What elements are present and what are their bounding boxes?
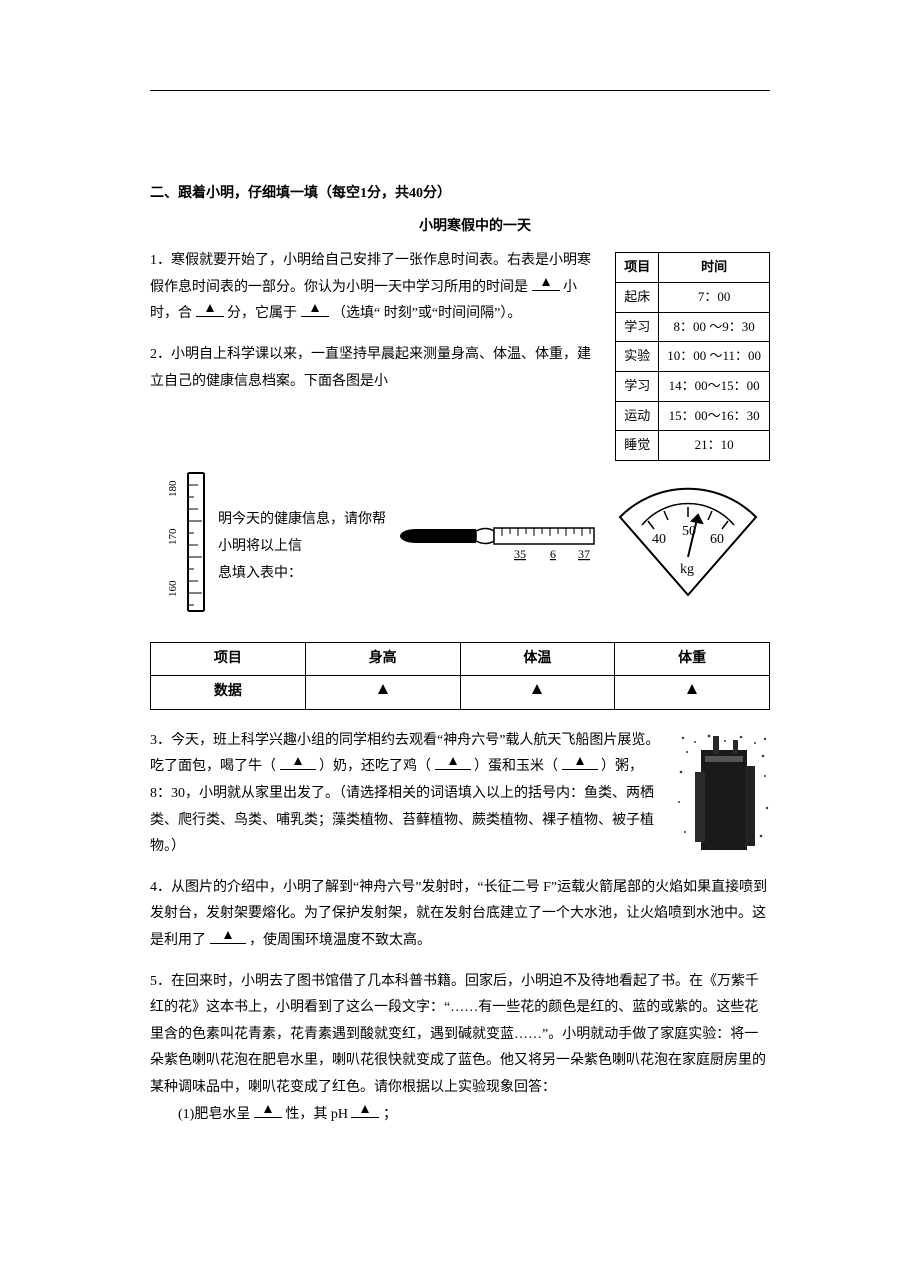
q1-text-c: 分，它属于: [227, 306, 297, 321]
thermometer-figure: 35 6 37: [398, 514, 598, 581]
sched-col-item: 项目: [616, 253, 659, 283]
section-heading: 二、跟着小明，仔细填一填（每空1分，共40分）: [150, 181, 770, 208]
sched-cell: 睡觉: [616, 431, 659, 461]
q2-line2b: 息填入表中：: [218, 566, 302, 581]
blank-q4[interactable]: [210, 929, 246, 944]
triangle-icon: [310, 303, 320, 313]
q1-text-a: 1．寒假就要开始了，小明给自己安排了一张作息时间表。右表是小明寒假作息时间表的一…: [150, 253, 591, 295]
q2-continuation: 明今天的健康信息，请你帮小明将以上信 息填入表中：: [218, 507, 388, 587]
sched-cell: 起床: [616, 282, 659, 312]
sched-cell: 运动: [616, 401, 659, 431]
top-rule: [150, 90, 770, 91]
blank-q3-egg[interactable]: [435, 755, 471, 770]
th-temp: 体温: [460, 642, 615, 676]
q2-line1: 2．小明自上科学课以来，一直坚持早晨起来测量身高、体温、体重，建立自己的健康信息…: [150, 347, 591, 389]
sched-cell: 8：00 ～9：30: [659, 312, 770, 342]
height-ruler-figure: 180 170 160: [150, 467, 208, 628]
blank-height-cell[interactable]: [305, 676, 460, 710]
table-row: 睡觉21：10: [616, 431, 770, 461]
question-2-intro: 2．小明自上科学课以来，一直坚持早晨起来测量身高、体温、体重，建立自己的健康信息…: [150, 342, 603, 395]
sched-cell: 15：00～16：30: [659, 401, 770, 431]
table-row: 学习14：00～15：00: [616, 371, 770, 401]
blank-q3-corn[interactable]: [562, 755, 598, 770]
blank-q3-milk[interactable]: [280, 755, 316, 770]
table-row: 项目 身高 体温 体重: [151, 642, 770, 676]
q5-sub1-a: (1)肥皂水呈: [178, 1107, 250, 1122]
thermo-label-37: 37: [578, 547, 590, 561]
triangle-icon: [360, 1104, 370, 1114]
table-row: 实验10：00 ～11：00: [616, 342, 770, 372]
scale-label-40: 40: [652, 532, 666, 547]
sched-cell: 10：00 ～11：00: [659, 342, 770, 372]
sched-cell: 14：00～15：00: [659, 371, 770, 401]
table-row: 起床7：00: [616, 282, 770, 312]
measurement-data-table: 项目 身高 体温 体重 数据: [150, 642, 770, 710]
row-header-data: 数据: [151, 676, 306, 710]
blank-temp-cell[interactable]: [460, 676, 615, 710]
q2-line2a: 明今天的健康信息，请你帮小明将以上信: [218, 512, 386, 554]
ruler-label-170: 170: [167, 528, 179, 545]
th-item: 项目: [151, 642, 306, 676]
blank-q1-type[interactable]: [301, 302, 329, 317]
question-5: 5．在回来时，小明去了图书馆借了几本科普书籍。回家后，小明迫不及待地看起了书。在…: [150, 969, 770, 1129]
ruler-label-180: 180: [167, 480, 179, 497]
q4-text-b: ，使周围环境温度不致太高。: [249, 933, 431, 948]
q3-text-b: ）奶，还吃了鸡（: [319, 759, 431, 774]
question-1: 1．寒假就要开始了，小明给自己安排了一张作息时间表。右表是小明寒假作息时间表的一…: [150, 248, 603, 328]
q5-text-a: 5．在回来时，小明去了图书馆借了几本科普书籍。回家后，小明迫不及待地看起了书。在…: [150, 974, 766, 1095]
scale-label-50: 50: [682, 524, 696, 539]
triangle-icon: [541, 277, 551, 287]
question-4: 4．从图片的介绍中，小明了解到“神舟六号”发射时，“长征二号 F”运载火箭尾部的…: [150, 875, 770, 955]
q3-text-c: ）蛋和玉米（: [474, 759, 558, 774]
blank-q1-min[interactable]: [196, 302, 224, 317]
section-subtitle: 小明寒假中的一天: [150, 214, 770, 241]
schedule-table: 项目 时间 起床7：00 学习8：00 ～9：30 实验10：00 ～11：00…: [615, 252, 770, 461]
triangle-icon: [263, 1104, 273, 1114]
triangle-icon: [205, 303, 215, 313]
triangle-icon: [223, 930, 233, 940]
blank-weight-cell[interactable]: [615, 676, 770, 710]
blank-q1-hours[interactable]: [532, 276, 560, 291]
q1-text-d: （选填“ 时刻”或“时间间隔”）。: [332, 306, 521, 321]
th-weight: 体重: [615, 642, 770, 676]
q5-sub1-b: 性，其 pH: [285, 1107, 348, 1122]
table-row: 运动15：00～16：30: [616, 401, 770, 431]
thermo-label-6: 6: [550, 547, 556, 561]
sched-cell: 学习: [616, 312, 659, 342]
table-row: 项目 时间: [616, 253, 770, 283]
blank-q5-nature[interactable]: [254, 1103, 282, 1118]
ruler-label-160: 160: [167, 580, 179, 597]
question-3: 3．今天，班上科学兴趣小组的同学相约去观看“神舟六号”载人航天飞船图片展览。吃了…: [150, 728, 770, 861]
triangle-icon: [575, 756, 585, 766]
table-row: 学习8：00 ～9：30: [616, 312, 770, 342]
sched-cell: 实验: [616, 342, 659, 372]
sched-cell: 7：00: [659, 282, 770, 312]
rocket-photo-figure: [675, 732, 770, 852]
th-height: 身高: [305, 642, 460, 676]
table-row: 数据: [151, 676, 770, 710]
scale-label-60: 60: [710, 532, 724, 547]
triangle-icon: [448, 756, 458, 766]
blank-q5-ph[interactable]: [351, 1103, 379, 1118]
sched-cell: 21：10: [659, 431, 770, 461]
thermo-label-35: 35: [514, 547, 526, 561]
sched-cell: 学习: [616, 371, 659, 401]
scale-unit: kg: [680, 562, 694, 577]
triangle-icon: [293, 756, 303, 766]
weight-scale-figure: 40 50 60 kg: [608, 477, 768, 618]
q5-sub1-c: ；: [383, 1107, 397, 1122]
sched-col-time: 时间: [659, 253, 770, 283]
